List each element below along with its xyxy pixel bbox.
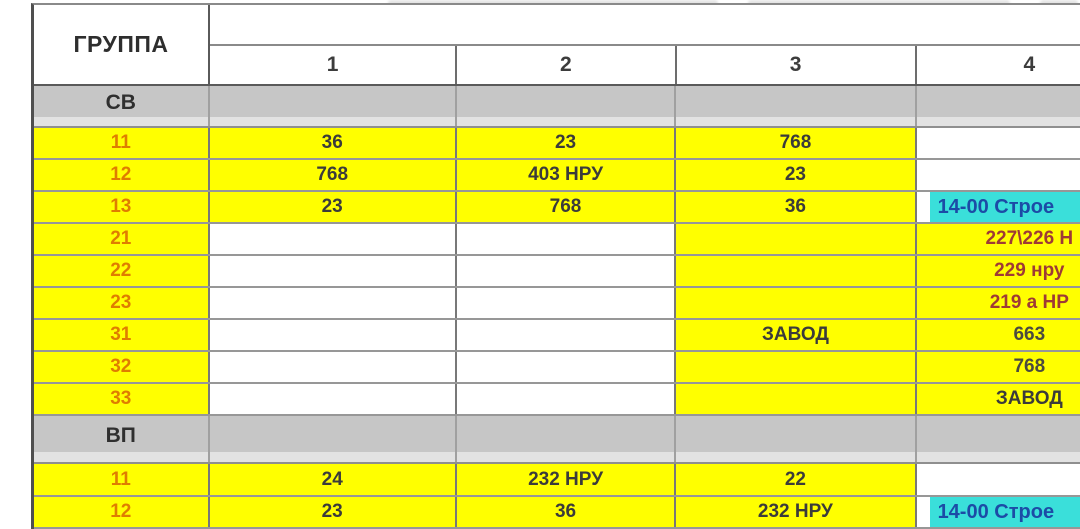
- schedule-cell[interactable]: 23: [209, 192, 457, 222]
- schedule-cell[interactable]: 22: [676, 464, 917, 495]
- schedule-cell[interactable]: 227\226 Н: [916, 224, 1080, 254]
- column-header-2[interactable]: 2: [457, 46, 677, 84]
- schedule-cell[interactable]: [209, 224, 457, 254]
- schedule-cell[interactable]: [456, 288, 677, 318]
- table-row: 23 219 а НР: [34, 288, 1080, 320]
- schedule-cell[interactable]: ЗАВОД: [916, 384, 1080, 414]
- schedule-cell[interactable]: [209, 288, 457, 318]
- group-number-cell[interactable]: 13: [34, 192, 210, 222]
- schedule-cell[interactable]: 219 а НР: [916, 288, 1080, 318]
- schedule-cell[interactable]: 768: [916, 352, 1080, 382]
- schedule-cell[interactable]: [916, 160, 1080, 190]
- merged-empty-header-row: [210, 5, 1080, 46]
- section-label: ВП: [34, 416, 210, 462]
- schedule-cell[interactable]: 229 нру: [916, 256, 1080, 286]
- schedule-cell[interactable]: [676, 256, 917, 286]
- schedule-cell[interactable]: [209, 256, 457, 286]
- section-band-vp: ВП: [34, 416, 1080, 464]
- schedule-cell[interactable]: 36: [209, 128, 457, 158]
- table-row: 11 36 23 768: [34, 128, 1080, 160]
- table-row: 31 ЗАВОД 663: [34, 320, 1080, 352]
- schedule-cell[interactable]: 24: [209, 464, 457, 495]
- schedule-cell[interactable]: [209, 320, 457, 350]
- schedule-cell[interactable]: [456, 352, 677, 382]
- table-row: 32 768: [34, 352, 1080, 384]
- schedule-cell[interactable]: 768: [676, 128, 917, 158]
- table-row: 33 ЗАВОД: [34, 384, 1080, 416]
- section-label: СВ: [34, 86, 210, 126]
- group-number-cell[interactable]: 31: [34, 320, 210, 350]
- schedule-cell[interactable]: 36: [676, 192, 917, 222]
- group-number-cell[interactable]: 12: [34, 497, 210, 527]
- group-number-cell[interactable]: 12: [34, 160, 210, 190]
- group-number-cell[interactable]: 21: [34, 224, 210, 254]
- schedule-cell[interactable]: ЗАВОД: [676, 320, 917, 350]
- schedule-cell[interactable]: [676, 352, 917, 382]
- schedule-cell-highlighted[interactable]: 14-00 Строе: [916, 497, 1080, 527]
- group-number-cell[interactable]: 11: [34, 464, 210, 495]
- schedule-cell[interactable]: [456, 224, 677, 254]
- schedule-cell[interactable]: [676, 288, 917, 318]
- group-number-cell[interactable]: 32: [34, 352, 210, 382]
- schedule-table: ГРУППА 1 2 3 4 СВ 11 36 23 768 12 768 40…: [31, 3, 1080, 529]
- schedule-cell[interactable]: 232 НРУ: [456, 464, 677, 495]
- schedule-cell[interactable]: 23: [209, 497, 457, 527]
- group-number-cell[interactable]: 11: [34, 128, 210, 158]
- lesson-number-header-row: 1 2 3 4: [210, 46, 1080, 86]
- schedule-cell[interactable]: [209, 352, 457, 382]
- group-number-cell[interactable]: 22: [34, 256, 210, 286]
- group-column-header: ГРУППА: [34, 5, 210, 86]
- column-header-3[interactable]: 3: [677, 46, 917, 84]
- band-cell: [457, 86, 677, 126]
- group-number-cell[interactable]: 33: [34, 384, 210, 414]
- schedule-cell[interactable]: 36: [456, 497, 677, 527]
- schedule-cell[interactable]: 232 НРУ: [676, 497, 917, 527]
- column-header-4[interactable]: 4: [917, 46, 1080, 84]
- table-row: 21 227\226 Н: [34, 224, 1080, 256]
- schedule-cell[interactable]: 768: [209, 160, 457, 190]
- schedule-cell-highlighted[interactable]: 14-00 Строе: [916, 192, 1080, 222]
- table-row: 12 768 403 НРУ 23: [34, 160, 1080, 192]
- band-cell: [210, 416, 457, 462]
- schedule-cell[interactable]: [209, 384, 457, 414]
- band-cell: [917, 86, 1080, 126]
- schedule-cell[interactable]: [676, 224, 917, 254]
- schedule-cell[interactable]: [916, 128, 1080, 158]
- schedule-cell[interactable]: [456, 256, 677, 286]
- schedule-cell[interactable]: 663: [916, 320, 1080, 350]
- table-row: 13 23 768 36 14-00 Строе: [34, 192, 1080, 224]
- table-row: 22 229 нру: [34, 256, 1080, 288]
- schedule-cell[interactable]: 768: [456, 192, 677, 222]
- band-cell: [457, 416, 677, 462]
- schedule-cell[interactable]: [456, 320, 677, 350]
- schedule-cell[interactable]: [916, 464, 1080, 495]
- schedule-cell[interactable]: [676, 384, 917, 414]
- group-number-cell[interactable]: 23: [34, 288, 210, 318]
- band-cell: [676, 416, 917, 462]
- section-band-sv: СВ: [34, 86, 1080, 128]
- band-cell: [676, 86, 917, 126]
- band-cell: [210, 86, 457, 126]
- schedule-cell[interactable]: [456, 384, 677, 414]
- table-row: 12 23 36 232 НРУ 14-00 Строе: [34, 497, 1080, 529]
- schedule-cell[interactable]: 23: [676, 160, 917, 190]
- schedule-cell[interactable]: 403 НРУ: [456, 160, 677, 190]
- schedule-cell[interactable]: 23: [456, 128, 677, 158]
- column-header-1[interactable]: 1: [210, 46, 458, 84]
- table-row: 11 24 232 НРУ 22: [34, 464, 1080, 497]
- band-cell: [917, 416, 1080, 462]
